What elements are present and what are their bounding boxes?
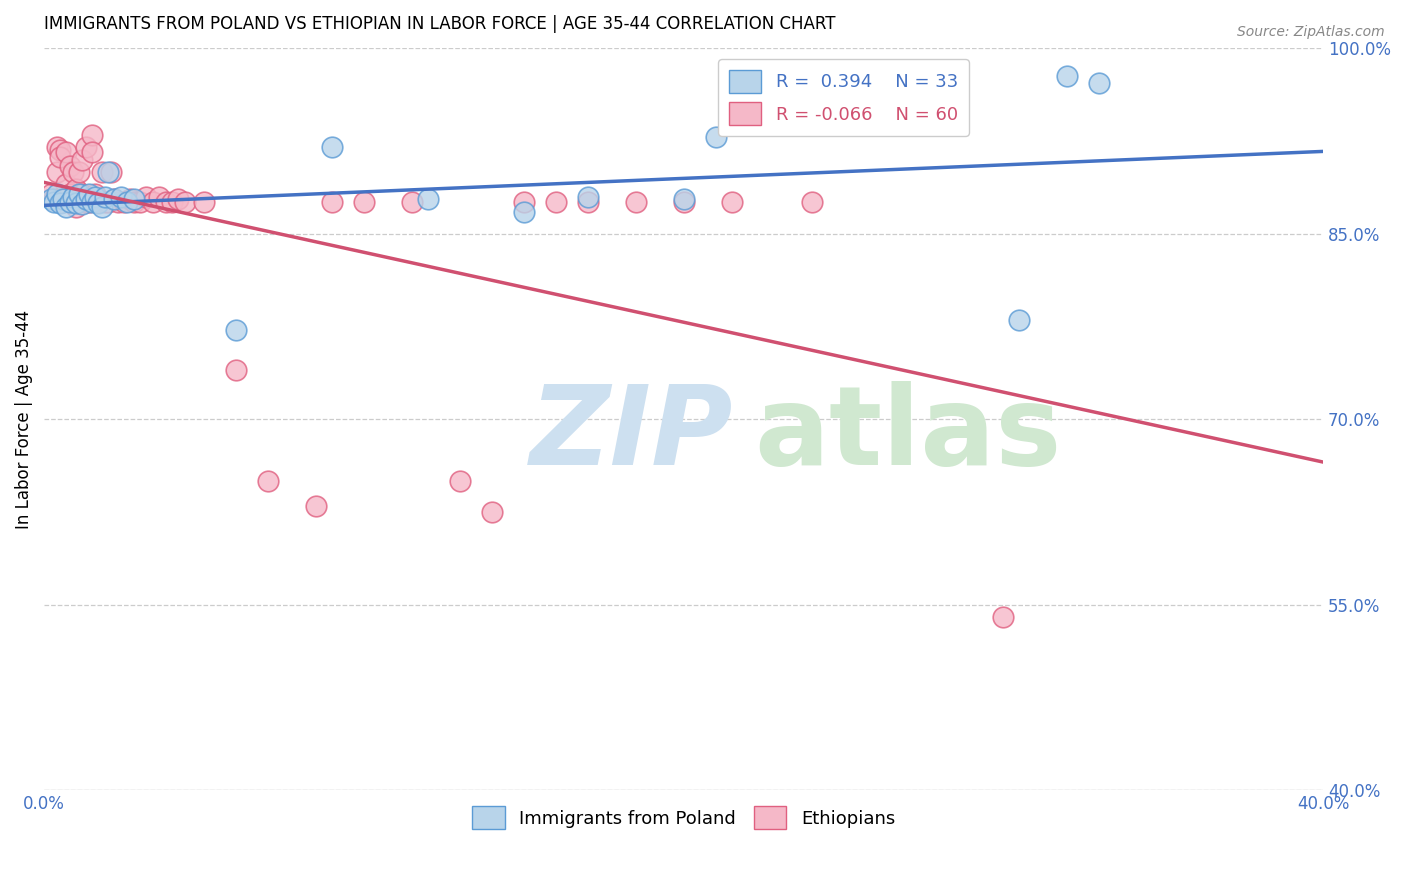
Point (45, 140, 67, 154)
Point (193, 194, 215, 209)
Point (720, 194, 742, 209)
Point (94, 194, 117, 209)
Point (97, 165, 120, 179)
Point (107, 194, 129, 209)
Point (100, 165, 122, 179)
Point (77, 194, 100, 209)
Point (75, 140, 97, 154)
Point (42, 192, 65, 206)
Point (103, 192, 125, 206)
Point (225, 323, 247, 337)
Point (49, 150, 72, 164)
Point (75, 194, 97, 209)
Point (80, 194, 103, 209)
Point (155, 194, 177, 209)
Point (129, 194, 152, 209)
Point (117, 194, 139, 209)
Point (87, 195, 110, 210)
Point (135, 190, 157, 204)
Point (80, 128, 103, 142)
Point (49, 143, 72, 157)
Point (122, 194, 145, 209)
Point (87, 194, 110, 209)
Point (75, 192, 97, 206)
Point (55, 145, 77, 160)
Point (59, 194, 82, 209)
Point (65, 200, 87, 214)
Point (84, 187, 107, 202)
Point (257, 474, 280, 488)
Point (513, 194, 536, 209)
Point (67, 187, 90, 202)
Point (353, 194, 375, 209)
Point (52, 194, 75, 209)
Point (72, 187, 94, 202)
Point (67, 165, 90, 179)
Text: atlas: atlas (754, 381, 1062, 488)
Point (120, 192, 142, 206)
Point (80, 145, 103, 160)
Point (148, 190, 170, 204)
Point (672, 194, 695, 209)
Point (84, 190, 107, 204)
Point (544, 194, 567, 209)
Point (513, 204, 536, 219)
Point (160, 194, 183, 209)
Point (305, 499, 328, 513)
Point (672, 192, 695, 206)
Text: IMMIGRANTS FROM POLAND VS ETHIOPIAN IN LABOR FORCE | AGE 35-44 CORRELATION CHART: IMMIGRANTS FROM POLAND VS ETHIOPIAN IN L… (44, 15, 835, 33)
Point (800, 194, 823, 209)
Point (62, 192, 84, 206)
Point (72, 197, 94, 211)
Text: ZIP: ZIP (530, 381, 734, 488)
Y-axis label: In Labor Force | Age 35-44: In Labor Force | Age 35-44 (15, 310, 32, 529)
Point (993, 610, 1015, 624)
Point (45, 165, 67, 179)
Point (55, 200, 77, 214)
Point (67, 194, 90, 209)
Point (65, 182, 87, 196)
Point (449, 474, 471, 488)
Point (59, 159, 82, 173)
Point (173, 194, 195, 209)
Point (1088, 76, 1111, 90)
Point (1056, 69, 1078, 83)
Point (110, 190, 132, 204)
Point (52, 192, 75, 206)
Point (77, 187, 100, 202)
Point (321, 140, 343, 154)
Point (97, 194, 120, 209)
Point (624, 194, 647, 209)
Point (704, 130, 727, 145)
Point (576, 190, 599, 204)
Legend: Immigrants from Poland, Ethiopians: Immigrants from Poland, Ethiopians (465, 799, 903, 837)
Point (42, 194, 65, 209)
Point (112, 194, 135, 209)
Point (45, 187, 67, 202)
Point (62, 165, 84, 179)
Point (72, 153, 94, 167)
Point (49, 195, 72, 210)
Point (65, 195, 87, 210)
Point (401, 194, 423, 209)
Point (416, 192, 439, 206)
Point (59, 187, 82, 202)
Point (39, 187, 62, 202)
Text: Source: ZipAtlas.com: Source: ZipAtlas.com (1237, 25, 1385, 39)
Point (167, 192, 190, 206)
Point (94, 190, 117, 204)
Point (55, 178, 77, 192)
Point (321, 194, 343, 209)
Point (90, 200, 112, 214)
Point (142, 194, 165, 209)
Point (1008, 313, 1031, 327)
Point (103, 192, 125, 206)
Point (481, 505, 503, 519)
Point (39, 192, 62, 206)
Point (122, 192, 145, 206)
Point (576, 194, 599, 209)
Point (62, 190, 84, 204)
Point (225, 363, 247, 377)
Point (90, 165, 112, 179)
